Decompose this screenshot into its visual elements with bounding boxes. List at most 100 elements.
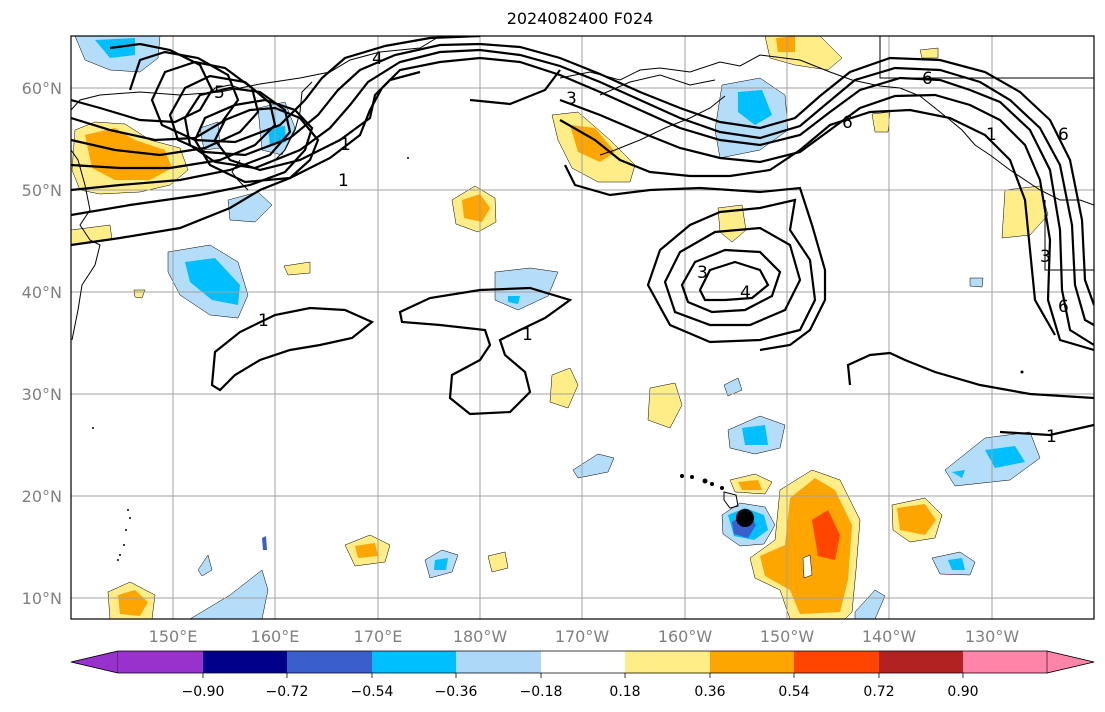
storm-position-marker <box>736 509 754 527</box>
anomaly-region <box>197 554 213 577</box>
anomaly-region <box>738 90 772 125</box>
contour-label: 6 <box>1058 125 1069 145</box>
anomaly-region <box>647 382 683 429</box>
anomaly-region <box>812 510 840 560</box>
colorbar-tick-label: 0.18 <box>609 684 640 700</box>
lat-tick-label: 60°N <box>22 79 62 98</box>
lon-tick-label: 130°W <box>965 627 1020 646</box>
contour-label: 4 <box>372 49 383 69</box>
anomaly-region <box>185 258 240 305</box>
anomaly-region <box>434 558 448 570</box>
contour-label: 6 <box>1058 297 1069 317</box>
map-frame <box>70 35 1095 620</box>
anomaly-region <box>283 261 311 276</box>
lat-tick-label: 40°N <box>22 283 62 302</box>
contour-label: 3 <box>566 89 577 109</box>
colorbar-segment <box>625 651 710 673</box>
anomaly-region <box>189 569 269 619</box>
anomaly-region <box>1001 185 1049 239</box>
colorbar-tick-label: 0.72 <box>863 684 894 700</box>
anomaly-region <box>738 480 762 490</box>
colorbar-tick-label: 0.54 <box>778 684 809 700</box>
anomaly-region <box>133 289 146 299</box>
contour-label: 4 <box>740 283 751 303</box>
anomaly-region <box>854 589 886 619</box>
colorbar-tick-label: 0.36 <box>694 684 725 700</box>
colorbar-tick-label: 0.90 <box>947 684 978 700</box>
lon-tick-label: 150°W <box>760 627 815 646</box>
lon-tick-label: 140°W <box>862 627 917 646</box>
anomaly-region <box>985 446 1025 468</box>
contour-label: 5 <box>214 83 225 103</box>
colorbar-segment <box>963 651 1047 673</box>
anomaly-region <box>919 47 939 59</box>
colorbar-segment <box>879 651 963 673</box>
anomaly-region <box>948 558 965 570</box>
lat-tick-label: 10°N <box>22 589 62 608</box>
anomaly-region <box>742 425 768 445</box>
lon-axis: 150°E 160°E 170°E 180°W 170°W 160°W 150°… <box>149 627 1020 646</box>
colorbar-tick-label: −0.18 <box>520 684 563 700</box>
anomaly-region <box>355 543 378 558</box>
colorbar-segment <box>70 650 119 674</box>
lat-axis: 60°N 50°N 40°N 30°N 20°N 10°N <box>22 79 62 608</box>
contour-label: 1 <box>340 135 351 155</box>
lon-tick-label: 160°W <box>658 627 713 646</box>
anomaly-region <box>462 194 490 222</box>
colorbar-segment <box>372 651 456 673</box>
anomaly-region <box>118 590 148 616</box>
coastlines <box>71 36 1094 341</box>
contour-label: 6 <box>922 69 933 89</box>
contour-label: 1 <box>338 171 349 191</box>
shaded-anomalies <box>71 36 1049 619</box>
anomaly-region <box>572 453 615 479</box>
anomaly-region <box>897 504 936 535</box>
lon-tick-label: 180°W <box>453 627 508 646</box>
colorbar-tick-label: −0.90 <box>182 684 225 700</box>
contour-label: 6 <box>842 113 853 133</box>
contour-labels: 4 5 1 1 1 1 1 3 4 6 6 6 1 6 3 3 <box>214 49 1069 447</box>
anomaly-region <box>723 377 743 397</box>
lon-tick-label: 170°W <box>555 627 610 646</box>
contour-label: 3 <box>697 263 708 283</box>
islands <box>92 157 1024 561</box>
contour-label: 1 <box>258 311 269 331</box>
anomaly-region <box>802 554 813 579</box>
map-area: 4 5 1 1 1 1 1 3 4 6 6 6 1 6 3 3 <box>71 36 1094 619</box>
lat-tick-label: 20°N <box>22 487 62 506</box>
colorbar: −0.90 −0.72 −0.54 −0.36 −0.18 0.18 0.36 … <box>70 650 1095 700</box>
lat-tick-label: 50°N <box>22 181 62 200</box>
colorbar-segment <box>287 651 372 673</box>
colorbar-segment <box>1046 650 1095 674</box>
contour-label: 1 <box>1046 427 1057 447</box>
anomaly-region <box>570 125 615 162</box>
anomaly-region <box>952 470 965 478</box>
lon-tick-label: 160°E <box>251 627 300 646</box>
anomaly-region <box>776 36 795 52</box>
anomaly-region <box>760 478 852 614</box>
colorbar-segment <box>456 651 541 673</box>
colorbar-segment <box>203 651 287 673</box>
anomaly-region <box>969 277 984 288</box>
lon-tick-label: 150°E <box>149 627 198 646</box>
anomaly-region <box>487 551 509 573</box>
colorbar-tick-label: −0.36 <box>435 684 478 700</box>
anomaly-region <box>549 367 579 409</box>
colorbar-segment <box>118 651 203 673</box>
anomaly-region <box>717 204 747 243</box>
colorbar-tick-label: −0.54 <box>351 684 394 700</box>
colorbar-segment <box>710 651 794 673</box>
contour-label: 1 <box>522 325 533 345</box>
colorbar-outline <box>70 650 1095 674</box>
colorbar-tick-label: −0.72 <box>266 684 309 700</box>
lat-tick-label: 30°N <box>22 385 62 404</box>
contour-lines <box>71 36 1094 437</box>
contour-label: 1 <box>986 125 997 145</box>
colorbar-segment <box>541 651 625 673</box>
map-title: 2024082400 F024 <box>506 9 654 28</box>
anomaly-region <box>262 536 267 550</box>
contour-label: 3 <box>1040 247 1051 267</box>
anomaly-region <box>508 296 520 304</box>
lon-tick-label: 170°E <box>354 627 403 646</box>
